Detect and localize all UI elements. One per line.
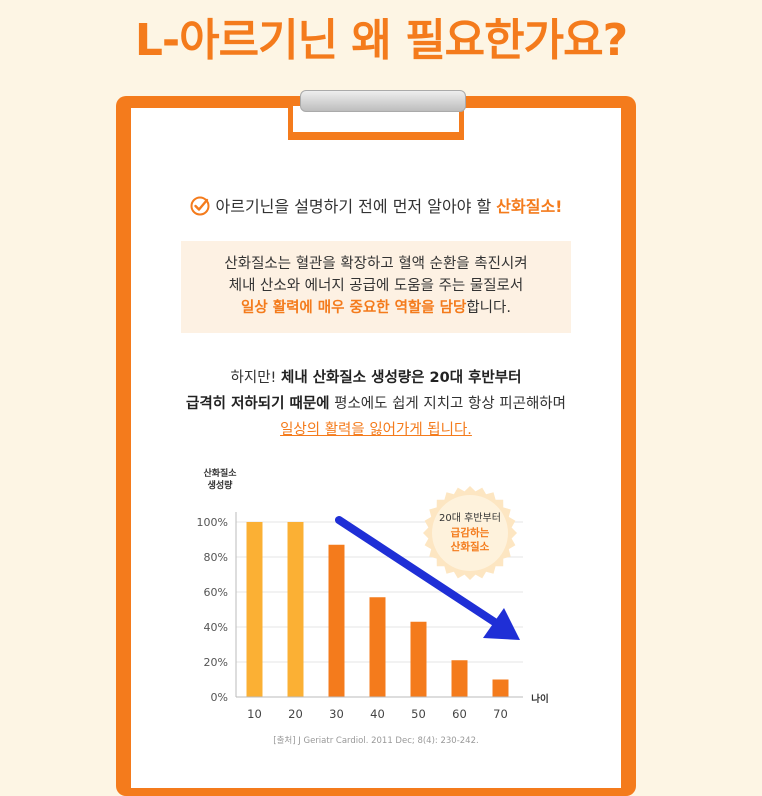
- check-circle-icon: [190, 196, 210, 216]
- info-line-3: 일상 활력에 매우 중요한 역할을 담당합니다.: [181, 297, 571, 319]
- bar: [451, 660, 468, 697]
- bar: [246, 522, 263, 697]
- info-line-3-rest: 합니다.: [466, 300, 511, 316]
- badge-circle: [432, 495, 508, 571]
- info-box: 산화질소는 혈관을 확장하고 혈액 순환을 촉진시켜 체내 산소와 에너지 공급…: [181, 241, 571, 333]
- para-line-1: 하지만! 체내 산화질소 생성량은 20대 후반부터: [131, 365, 621, 391]
- headline: 아르기닌을 설명하기 전에 먼저 알아야 할 산화질소!: [131, 193, 621, 217]
- y-tick-label: 80%: [204, 551, 228, 564]
- trend-arrow-shaft: [335, 516, 500, 627]
- bar: [328, 544, 345, 697]
- para-line-2-bold: 급격히 저하되기 때문에: [186, 396, 330, 412]
- y-tick-label: 0%: [211, 691, 228, 704]
- x-tick-label: 50: [411, 707, 426, 721]
- headline-highlight: 산화질소!: [496, 197, 563, 216]
- y-axis-label-line-2: 생성량: [208, 479, 234, 491]
- x-tick-label: 30: [329, 707, 344, 721]
- bar: [369, 597, 386, 697]
- para-line-3-underlined: 일상의 활력을 잃어가게 됩니다.: [280, 422, 472, 438]
- bar: [287, 522, 304, 697]
- para-line-3: 일상의 활력을 잃어가게 됩니다.: [131, 417, 621, 443]
- badge-line-2: 급감하는: [451, 526, 490, 539]
- headline-text: 아르기닌을 설명하기 전에 먼저 알아야 할: [215, 197, 497, 216]
- bar: [492, 679, 509, 697]
- para-line-1-bold: 체내 산화질소 생성량은 20대 후반부터: [280, 370, 522, 386]
- para-line-2-rest: 평소에도 쉽게 지치고 항상 피곤해하며: [329, 396, 566, 412]
- y-tick-label: 100%: [197, 516, 228, 529]
- y-tick-label: 60%: [204, 586, 228, 599]
- badge-line-3: 산화질소: [451, 540, 490, 553]
- x-tick-label: 40: [370, 707, 385, 721]
- para-line-2: 급격히 저하되기 때문에 평소에도 쉽게 지치고 항상 피곤해하며: [131, 391, 621, 417]
- x-tick-label: 60: [452, 707, 467, 721]
- source-citation: [출처] J Geriatr Cardiol. 2011 Dec; 8(4): …: [273, 736, 479, 746]
- x-axis-label: 나이: [531, 693, 548, 705]
- info-line-3-bold: 일상 활력에 매우 중요한 역할을 담당: [241, 300, 467, 316]
- info-line-1: 산화질소는 혈관을 확장하고 혈액 순환을 촉진시켜: [224, 256, 528, 272]
- bar: [410, 621, 427, 697]
- y-axis-label-line-1: 산화질소: [203, 467, 237, 479]
- x-tick-label: 70: [493, 707, 508, 721]
- para-line-1-pre: 하지만!: [230, 370, 281, 386]
- y-tick-label: 40%: [204, 621, 228, 634]
- x-tick-label: 20: [288, 707, 303, 721]
- page-title: L-아르기닌 왜 필요한가요?: [134, 15, 628, 66]
- clip-metal-bar: [300, 90, 466, 112]
- explanation-paragraph: 하지만! 체내 산화질소 생성량은 20대 후반부터 급격히 저하되기 때문에 …: [131, 365, 621, 443]
- info-line-2: 체내 산소와 에너지 공급에 도움을 주는 물질로서: [228, 278, 524, 294]
- trend-arrow-head: [483, 608, 520, 640]
- y-tick-label: 20%: [204, 656, 228, 669]
- x-tick-label: 10: [247, 707, 262, 721]
- badge-line-1: 20대 후반부터: [439, 512, 501, 524]
- clip-base: [288, 132, 464, 140]
